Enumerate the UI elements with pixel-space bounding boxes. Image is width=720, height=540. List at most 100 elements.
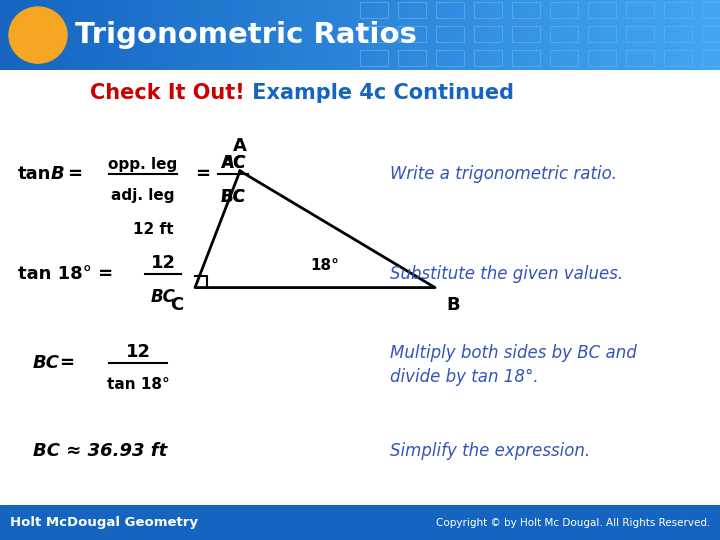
Bar: [144, 0, 148, 70]
Bar: [180, 0, 184, 70]
Bar: [238, 0, 241, 70]
Text: adj. leg: adj. leg: [112, 188, 175, 203]
Bar: [601, 0, 605, 70]
Bar: [212, 0, 216, 70]
Bar: [407, 0, 410, 70]
Bar: [346, 0, 349, 70]
Bar: [241, 0, 245, 70]
Bar: [209, 0, 212, 70]
Bar: [698, 0, 702, 70]
Bar: [36, 0, 40, 70]
Bar: [382, 0, 385, 70]
Bar: [97, 0, 101, 70]
Bar: [436, 50, 464, 66]
Text: BC ≈ 36.93 ft: BC ≈ 36.93 ft: [33, 442, 167, 460]
Bar: [588, 2, 616, 18]
Bar: [155, 0, 158, 70]
Bar: [367, 0, 371, 70]
Bar: [274, 0, 277, 70]
Bar: [544, 0, 547, 70]
Bar: [72, 0, 76, 70]
Bar: [360, 50, 388, 66]
Bar: [529, 0, 533, 70]
Bar: [677, 0, 680, 70]
Bar: [50, 0, 54, 70]
Bar: [302, 0, 306, 70]
Bar: [252, 0, 256, 70]
Bar: [439, 0, 443, 70]
Bar: [421, 0, 425, 70]
Bar: [194, 0, 198, 70]
Bar: [436, 26, 464, 42]
Bar: [364, 0, 367, 70]
Bar: [695, 0, 698, 70]
Bar: [47, 0, 50, 70]
Text: tan 18°: tan 18°: [107, 377, 169, 392]
Bar: [713, 0, 716, 70]
Bar: [474, 2, 502, 18]
Bar: [666, 0, 670, 70]
Bar: [616, 0, 619, 70]
Bar: [588, 50, 616, 66]
Bar: [122, 0, 126, 70]
Bar: [550, 50, 578, 66]
Bar: [234, 0, 238, 70]
Bar: [245, 0, 248, 70]
Bar: [331, 0, 335, 70]
Bar: [400, 0, 403, 70]
Bar: [612, 0, 616, 70]
Bar: [486, 0, 490, 70]
Bar: [583, 0, 587, 70]
Bar: [248, 0, 252, 70]
Bar: [317, 0, 320, 70]
Bar: [61, 0, 65, 70]
Bar: [360, 0, 364, 70]
Bar: [626, 2, 654, 18]
Bar: [454, 0, 457, 70]
Bar: [436, 2, 464, 18]
Bar: [22, 0, 25, 70]
Bar: [94, 0, 97, 70]
Text: AC: AC: [220, 154, 246, 172]
Bar: [716, 0, 720, 70]
Bar: [324, 0, 328, 70]
Bar: [551, 0, 554, 70]
Bar: [198, 0, 202, 70]
Bar: [115, 0, 119, 70]
Bar: [90, 0, 94, 70]
Text: BC: BC: [220, 188, 246, 206]
Bar: [634, 0, 637, 70]
Bar: [313, 0, 317, 70]
Bar: [266, 0, 270, 70]
Bar: [450, 0, 454, 70]
Bar: [569, 0, 572, 70]
Bar: [670, 0, 673, 70]
Bar: [702, 2, 720, 18]
Bar: [446, 0, 450, 70]
Bar: [587, 0, 590, 70]
Bar: [472, 0, 475, 70]
Bar: [626, 26, 654, 42]
Bar: [295, 0, 299, 70]
Bar: [270, 0, 274, 70]
Bar: [623, 0, 626, 70]
Text: =: =: [195, 165, 210, 183]
Bar: [500, 0, 504, 70]
Bar: [619, 0, 623, 70]
Bar: [288, 0, 292, 70]
Bar: [112, 0, 115, 70]
Bar: [216, 0, 220, 70]
Bar: [590, 0, 594, 70]
Bar: [515, 0, 518, 70]
Bar: [392, 0, 396, 70]
Bar: [626, 0, 630, 70]
Bar: [547, 0, 551, 70]
Text: 18°: 18°: [310, 258, 339, 273]
Bar: [108, 0, 112, 70]
Bar: [119, 0, 122, 70]
Bar: [508, 0, 511, 70]
Bar: [306, 0, 310, 70]
Bar: [292, 0, 295, 70]
Bar: [133, 0, 137, 70]
Bar: [40, 0, 43, 70]
